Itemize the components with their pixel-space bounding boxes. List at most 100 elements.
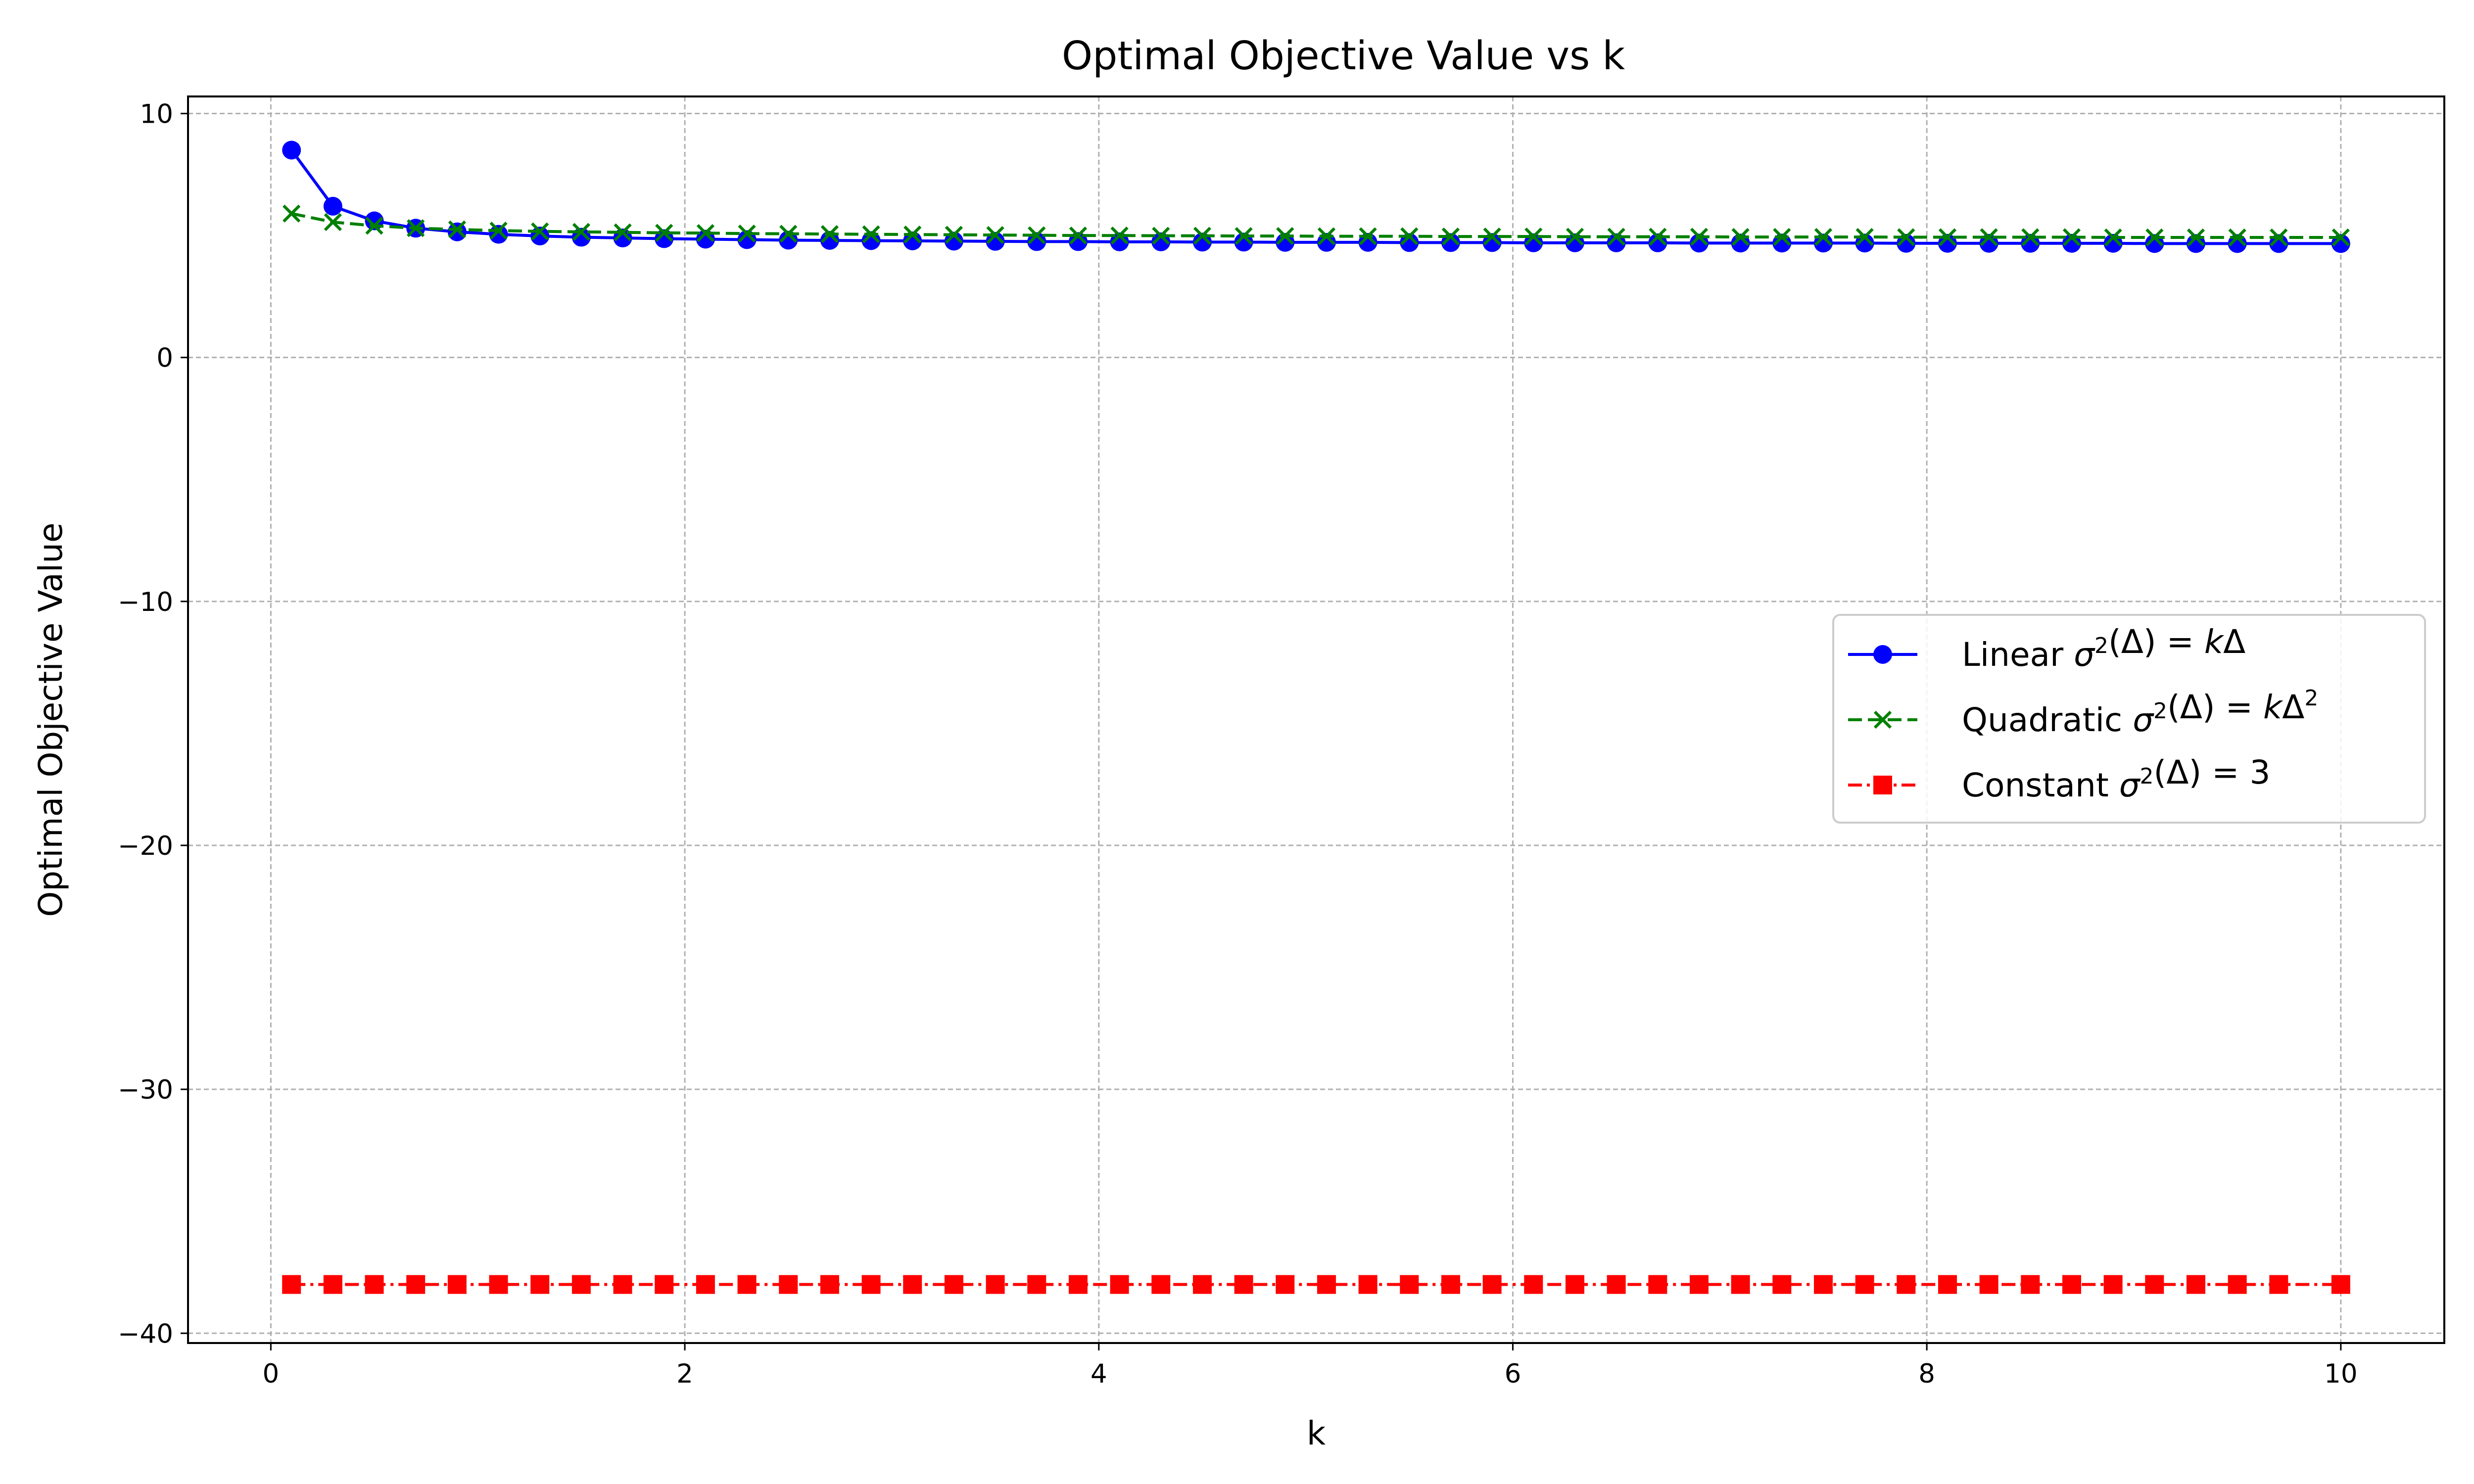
data-point xyxy=(2062,1275,2081,1294)
data-point xyxy=(1607,1275,1626,1294)
data-point xyxy=(1110,1275,1129,1294)
data-point xyxy=(283,204,301,223)
legend-box xyxy=(1832,614,2426,824)
data-point xyxy=(861,231,881,250)
data-point xyxy=(447,222,467,241)
data-point xyxy=(1317,1275,1336,1294)
data-point xyxy=(1483,227,1501,246)
data-point xyxy=(944,232,963,251)
data-point xyxy=(2062,228,2081,246)
data-point xyxy=(2270,228,2288,247)
legend-label-part: 2 xyxy=(2140,764,2154,789)
data-point xyxy=(1359,227,1377,245)
legend-label-part: k xyxy=(2204,623,2225,661)
gridlines xyxy=(188,96,2444,1343)
data-point xyxy=(2269,1275,2288,1294)
data-point xyxy=(1979,1275,1998,1294)
data-point xyxy=(489,225,508,244)
data-point xyxy=(1980,228,1998,246)
legend-label-part: σ xyxy=(2119,766,2141,804)
data-point xyxy=(1689,1275,1709,1294)
data-point xyxy=(1873,710,1892,729)
data-point xyxy=(1193,227,1212,245)
data-point xyxy=(2331,228,2350,247)
data-point xyxy=(2104,228,2122,247)
data-point xyxy=(1400,227,1419,245)
series-x xyxy=(283,204,2350,247)
data-point xyxy=(1276,227,1294,245)
data-point xyxy=(986,1275,1005,1294)
legend-label: Quadratic σ2(Δ) = kΔ2 xyxy=(1962,686,2318,739)
data-point xyxy=(2145,228,2164,247)
data-point xyxy=(2331,1275,2350,1294)
legend-label-part: (Δ) = xyxy=(2108,623,2204,661)
data-point xyxy=(1524,233,1543,252)
legend-label: Constant σ2(Δ) = 3 xyxy=(1962,753,2270,804)
data-point xyxy=(1317,227,1336,245)
data-point xyxy=(324,213,342,232)
data-point xyxy=(1358,1275,1378,1294)
data-point xyxy=(1441,1275,1460,1294)
data-point xyxy=(1441,227,1460,246)
data-point xyxy=(2187,228,2205,247)
data-point xyxy=(986,232,1005,251)
data-point xyxy=(1607,228,1625,246)
data-point xyxy=(862,225,880,243)
y-tick-label: −10 xyxy=(118,587,173,617)
data-point xyxy=(820,225,839,243)
legend-label-part: Linear xyxy=(1962,636,2074,674)
data-point xyxy=(1027,232,1047,251)
data-point xyxy=(613,1275,632,1294)
x-tick-label: 2 xyxy=(676,1359,693,1389)
data-point xyxy=(1276,1275,1295,1294)
data-point xyxy=(1873,645,1892,664)
data-point xyxy=(779,231,798,250)
x-tick-label: 6 xyxy=(1505,1359,1522,1389)
data-point xyxy=(1524,1275,1543,1294)
x-tick-label: 10 xyxy=(2324,1359,2357,1389)
data-point xyxy=(655,1275,674,1294)
data-point xyxy=(1856,228,1874,246)
data-point xyxy=(1027,1275,1047,1294)
legend-label: Linear σ2(Δ) = kΔ xyxy=(1962,623,2245,674)
plot-area-frame xyxy=(187,95,2445,1344)
data-point xyxy=(1690,228,1709,246)
data-point xyxy=(1028,226,1046,244)
data-point xyxy=(1938,1275,1957,1294)
legend-label-part: k xyxy=(2263,688,2284,726)
data-point xyxy=(1152,227,1170,245)
data-point xyxy=(407,219,425,237)
data-point xyxy=(2021,228,2040,246)
data-point xyxy=(986,226,1004,244)
data-point xyxy=(2021,1275,2040,1294)
data-point xyxy=(572,223,590,241)
x-tick-label: 4 xyxy=(1091,1359,1107,1389)
legend-label-part: 2 xyxy=(2094,633,2108,658)
data-point xyxy=(820,231,839,250)
data-point xyxy=(1897,1275,1916,1294)
data-point xyxy=(1731,1275,1750,1294)
legend-label-part: σ xyxy=(2074,636,2095,674)
data-point xyxy=(2103,1275,2123,1294)
data-point xyxy=(1731,228,1750,246)
data-point xyxy=(779,1275,798,1294)
data-point xyxy=(1068,1275,1088,1294)
data-point xyxy=(696,1275,715,1294)
data-point xyxy=(448,220,466,238)
data-point xyxy=(571,1275,591,1294)
data-point xyxy=(1649,228,1667,246)
x-tick-label: 8 xyxy=(1918,1359,1935,1389)
x-axis-label: k xyxy=(1307,1414,1326,1452)
data-point xyxy=(903,231,922,250)
data-point xyxy=(323,1275,342,1294)
y-axis: 10 0 −10 −20 −30 −40 xyxy=(118,99,188,1349)
y-tick-label: 0 xyxy=(156,343,173,373)
series-square xyxy=(282,1275,2350,1294)
data-point xyxy=(2228,228,2246,247)
data-point xyxy=(365,217,383,235)
legend-label-part: Δ xyxy=(2223,623,2245,661)
data-point xyxy=(779,225,798,243)
data-point xyxy=(1773,228,1791,246)
data-point xyxy=(696,224,714,242)
